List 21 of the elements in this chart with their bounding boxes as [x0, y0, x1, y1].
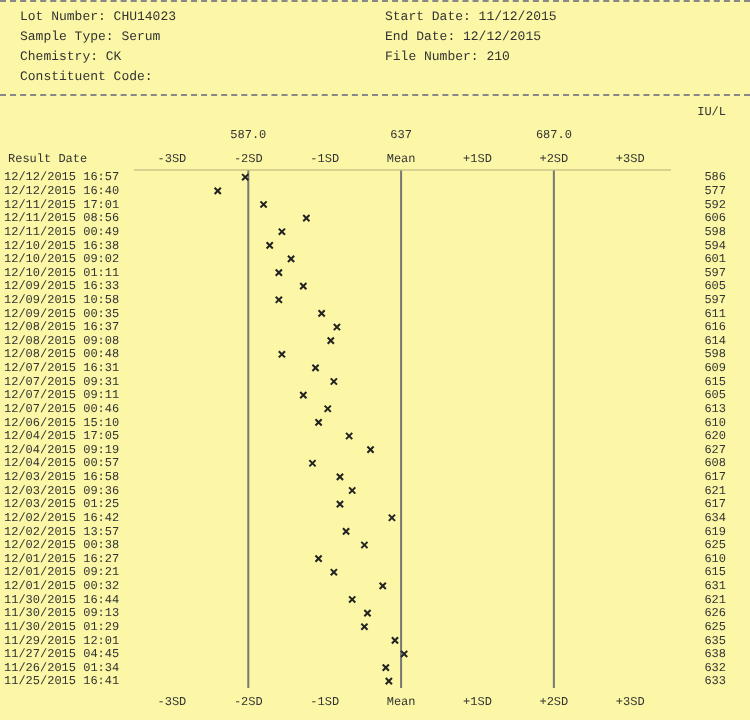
point — [274, 295, 283, 304]
point — [335, 472, 345, 481]
point — [400, 649, 409, 659]
point — [390, 636, 400, 645]
point — [345, 431, 354, 441]
point — [335, 500, 345, 509]
point — [332, 322, 342, 332]
point — [314, 418, 323, 427]
point — [366, 445, 375, 454]
point — [360, 622, 369, 631]
point — [329, 568, 338, 577]
point — [317, 309, 326, 318]
point — [302, 213, 311, 223]
point — [277, 350, 287, 359]
point — [265, 241, 274, 250]
point — [308, 459, 317, 468]
point — [314, 554, 323, 563]
point — [259, 200, 268, 209]
point — [384, 677, 393, 686]
point — [387, 513, 397, 522]
point — [286, 254, 296, 264]
